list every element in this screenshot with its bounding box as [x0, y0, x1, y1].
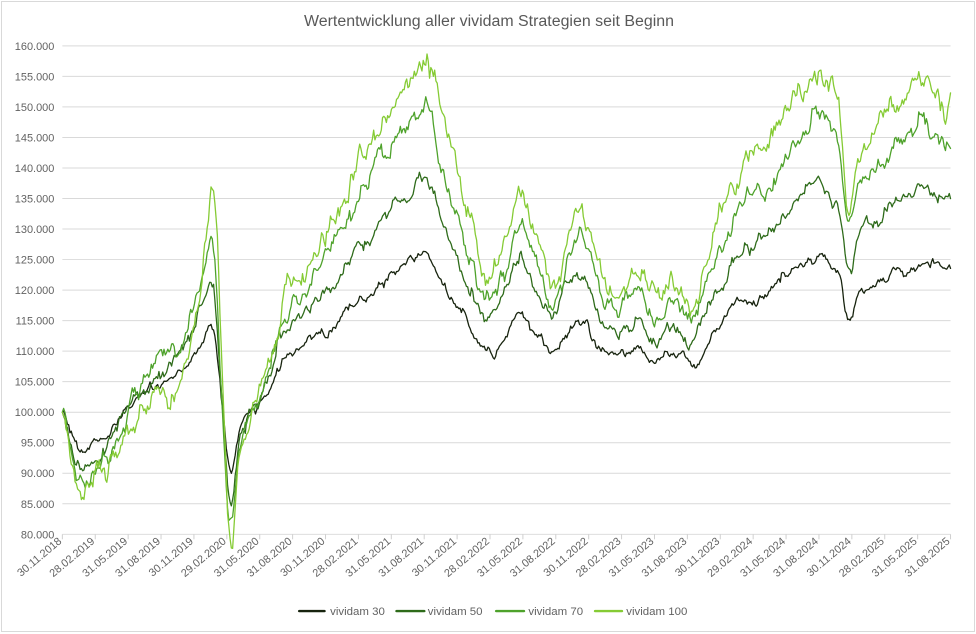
svg-text:130.000: 130.000 [15, 224, 55, 236]
svg-text:120.000: 120.000 [15, 285, 55, 297]
svg-text:Wertentwicklung aller vividam: Wertentwicklung aller vividam Strategien… [304, 13, 674, 30]
svg-text:150.000: 150.000 [15, 102, 55, 114]
svg-text:90.000: 90.000 [21, 468, 55, 480]
svg-text:100.000: 100.000 [15, 407, 55, 419]
svg-text:vividam 100: vividam 100 [626, 606, 687, 618]
svg-text:80.000: 80.000 [21, 529, 55, 541]
svg-text:140.000: 140.000 [15, 163, 55, 175]
svg-text:135.000: 135.000 [15, 193, 55, 205]
svg-text:vividam 70: vividam 70 [528, 606, 583, 618]
svg-text:110.000: 110.000 [16, 346, 55, 358]
svg-text:vividam 30: vividam 30 [330, 606, 385, 618]
svg-text:155.000: 155.000 [15, 71, 55, 83]
svg-text:115.000: 115.000 [16, 316, 55, 328]
svg-text:vividam 50: vividam 50 [428, 606, 483, 618]
svg-text:160.000: 160.000 [15, 41, 55, 53]
svg-text:85.000: 85.000 [21, 499, 55, 511]
svg-text:105.000: 105.000 [15, 377, 55, 389]
svg-text:125.000: 125.000 [15, 255, 55, 267]
svg-text:145.000: 145.000 [15, 132, 55, 144]
svg-text:95.000: 95.000 [21, 438, 55, 450]
